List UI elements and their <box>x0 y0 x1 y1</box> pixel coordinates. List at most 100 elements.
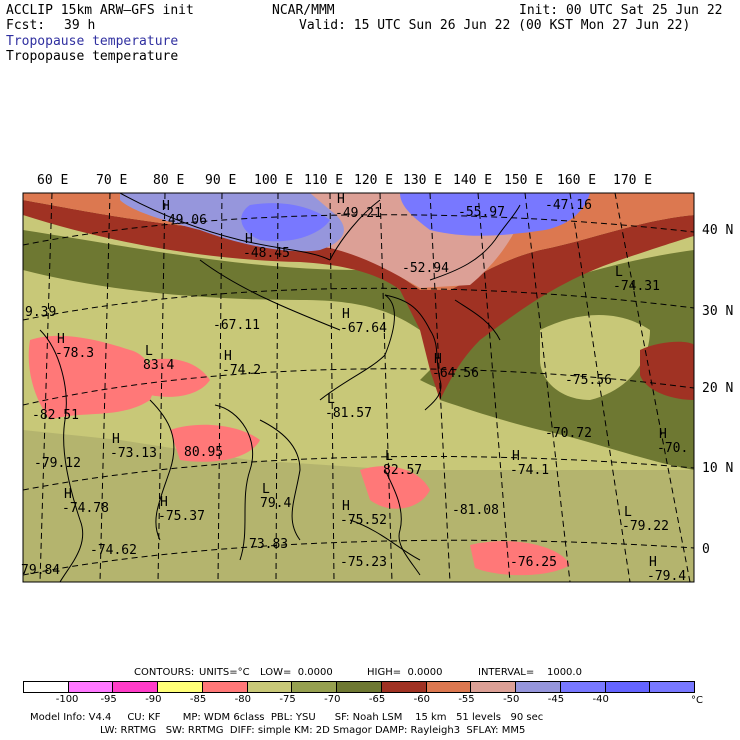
extremum-value: -74.2 <box>222 363 261 378</box>
lon-label: 80 E <box>153 173 184 188</box>
extremum-value: 9.39 <box>25 305 56 320</box>
colorbar-tick: -65 <box>368 694 386 705</box>
colorbar-swatch <box>470 681 517 693</box>
colorbar-unit: °C <box>691 695 703 706</box>
extremum-value: -81.57 <box>325 406 372 421</box>
forecast-label: Fcst: <box>6 18 46 33</box>
contours-low: LOW= 0.0000 <box>260 667 333 678</box>
model-info-line1: Model Info: V4.4 CU: KF MP: WDM 6class P… <box>30 712 544 723</box>
model-title: ACCLIP 15km ARW–GFS init <box>6 3 194 18</box>
colorbar-swatch <box>67 681 114 693</box>
lon-label: 170 E <box>613 173 652 188</box>
extremum-value: -70.72 <box>545 426 592 441</box>
colorbar-swatch <box>649 681 695 693</box>
colorbar-tick: -90 <box>145 694 162 705</box>
contours-units: UNITS=°C <box>199 667 250 678</box>
extremum-mark: H <box>112 432 120 447</box>
extremum-value: 80.95 <box>184 445 223 460</box>
extrema-labels: H-49.06H-49.21 -55.97 -47.16H-48.45-52.94 L… <box>21 192 688 584</box>
field-salmon-sea <box>360 466 430 509</box>
extremum-value: -49.21 <box>335 206 382 221</box>
temperature-field <box>23 193 694 582</box>
extremum-mark: H <box>512 449 520 464</box>
colorbar-tick: -60 <box>413 694 430 705</box>
lon-label: 120 E <box>354 173 393 188</box>
extremum-value: -74.62 <box>90 543 137 558</box>
colorbar-tick: -100 <box>55 694 79 705</box>
field-light-patch <box>540 315 650 400</box>
extremum-mark: H <box>224 349 232 364</box>
extremum-value: -55.97 <box>458 205 505 220</box>
init-time: Init: 00 UTC Sat 25 Jun 22 <box>519 3 723 18</box>
extremum-mark: L <box>145 344 153 359</box>
extremum-value: -75.52 <box>340 513 387 528</box>
extremum-value: -74.78 <box>62 501 109 516</box>
lat-label: 0 <box>702 542 710 557</box>
extremum-value: -74.1 <box>510 463 549 478</box>
colorbar-swatch <box>246 681 293 693</box>
extremum-mark: H <box>57 332 65 347</box>
colorbar-swatch <box>23 681 69 693</box>
extremum-value: 83.4 <box>143 358 174 373</box>
graticule <box>23 193 694 582</box>
lon-label: 160 E <box>557 173 596 188</box>
colorbar-swatch <box>336 681 382 693</box>
extremum-value: -49.06 <box>160 213 207 228</box>
field-salmon-se <box>470 541 570 576</box>
lon-label: 70 E <box>96 173 127 188</box>
field-blue-north <box>400 193 590 236</box>
extremum-value: -67.11 <box>213 318 260 333</box>
extremum-value: -48.45 <box>243 246 290 261</box>
colorbar-swatch <box>604 681 651 693</box>
extremum-mark: L <box>385 449 393 464</box>
colorbar-tick: -45 <box>547 694 565 705</box>
forecast-hours: 39 h <box>64 18 96 33</box>
field-red-band <box>23 200 694 400</box>
lon-label: 150 E <box>504 173 543 188</box>
contours-high: HIGH= 0.0000 <box>367 667 443 678</box>
colorbar-tick: -70 <box>324 694 341 705</box>
extremum-value: -78.3 <box>55 346 94 361</box>
extremum-value: -81.08 <box>452 503 499 518</box>
extremum-value: -75.23 <box>340 555 387 570</box>
extremum-mark: L <box>624 505 632 520</box>
extremum-value: -47.16 <box>545 198 592 213</box>
contours-label: CONTOURS: <box>134 667 195 678</box>
lon-label: 130 E <box>403 173 442 188</box>
colorbar-tick: -50 <box>503 694 520 705</box>
colorbar-swatch <box>515 681 561 693</box>
extremum-value: -70. <box>657 441 688 456</box>
extremum-value: -52.94 <box>402 261 449 276</box>
colorbar-swatch <box>157 681 203 693</box>
extremum-value: -79.4 <box>647 569 686 584</box>
extremum-value: -73.13 <box>110 446 157 461</box>
colorbar-swatch <box>380 681 427 693</box>
extremum-value: -64.56 <box>432 366 479 381</box>
colorbar-swatch <box>425 681 472 693</box>
colorbar-tick: -80 <box>234 694 251 705</box>
extremum-mark: H <box>337 192 345 207</box>
lat-label: 10 N <box>702 461 733 476</box>
field-blue-west <box>241 203 330 242</box>
colorbar-tick: -85 <box>189 694 207 705</box>
extremum-value: -74.31 <box>613 279 660 294</box>
extremum-value: 79.84 <box>21 563 60 578</box>
colorbar-swatch <box>112 681 159 693</box>
extremum-mark: H <box>160 495 168 510</box>
lat-label: 20 N <box>702 381 733 396</box>
lat-label: 30 N <box>702 304 733 319</box>
field-salmon-south <box>170 424 260 462</box>
extremum-mark: L <box>327 392 335 407</box>
lon-label: 110 E <box>304 173 343 188</box>
extremum-mark: L <box>262 482 270 497</box>
colorbar-tick: -40 <box>592 694 609 705</box>
lon-label: 60 E <box>37 173 68 188</box>
lon-label: 90 E <box>205 173 236 188</box>
extremum-value: -82.51 <box>32 408 79 423</box>
extremum-mark: H <box>649 555 657 570</box>
extremum-value: -79.22 <box>622 519 669 534</box>
extremum-value: -75.56 <box>565 373 612 388</box>
lon-label: 140 E <box>453 173 492 188</box>
extremum-value: -79.12 <box>34 456 81 471</box>
